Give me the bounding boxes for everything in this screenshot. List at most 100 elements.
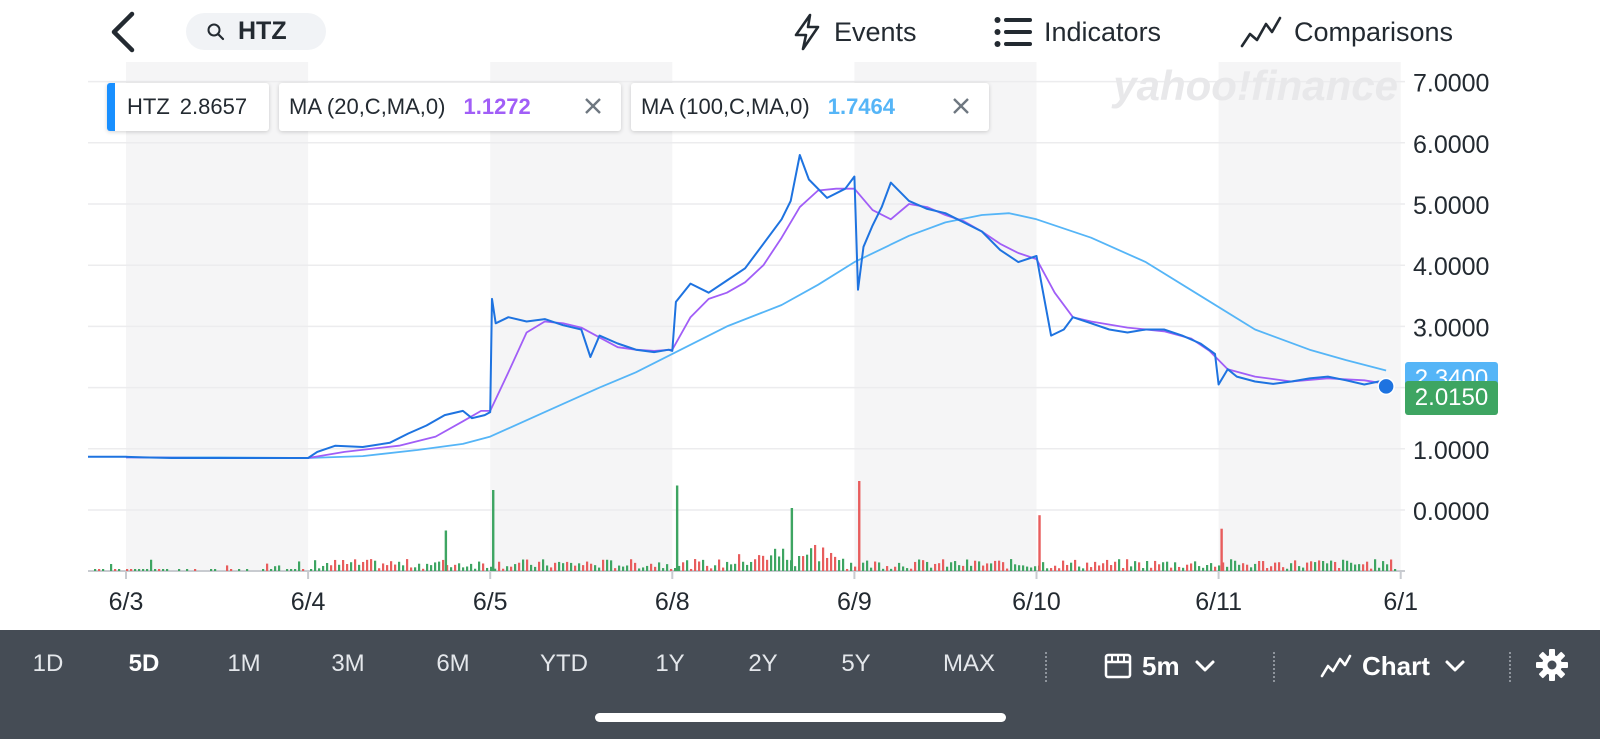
- volume-bar: [114, 569, 117, 571]
- volume-bar: [674, 568, 677, 571]
- volume-bar: [414, 567, 417, 571]
- volume-bar: [1122, 568, 1125, 571]
- volume-bar: [158, 569, 161, 571]
- last-price-dot: [1377, 377, 1395, 396]
- x-tick-label: 6/3: [109, 588, 144, 616]
- gear-icon[interactable]: [1535, 648, 1569, 682]
- volume-bar: [698, 561, 701, 571]
- volume-bar: [818, 561, 821, 571]
- y-tick-label: 6.0000: [1413, 131, 1489, 159]
- volume-bar: [1154, 560, 1157, 571]
- volume-bar: [1230, 559, 1233, 571]
- price-chart[interactable]: yahoo!finance 7.0000 6.0000 5.0000 4.0000 3.…: [0, 62, 1600, 630]
- calendar-icon: [1104, 653, 1132, 679]
- range-1m[interactable]: 1M: [227, 650, 261, 677]
- range-5d[interactable]: 5D: [128, 650, 160, 677]
- volume-bar: [1062, 560, 1065, 571]
- volume-bar: [1014, 564, 1017, 571]
- volume-bar: [118, 569, 121, 571]
- y-tick-label: 1.0000: [1413, 437, 1489, 465]
- volume-bar: [578, 563, 581, 571]
- volume-bar: [658, 562, 661, 571]
- volume-bar: [1142, 568, 1145, 571]
- volume-bar: [810, 548, 813, 571]
- back-button[interactable]: [104, 10, 144, 54]
- volume-bar: [522, 559, 525, 571]
- session-band: [490, 62, 673, 571]
- interval-selector[interactable]: 5m: [1104, 646, 1216, 686]
- range-3m[interactable]: 3M: [331, 650, 365, 677]
- volume-bar: [950, 562, 953, 571]
- volume-bar: [614, 568, 617, 571]
- volume-bar: [1310, 561, 1313, 571]
- volume-bar: [986, 563, 989, 571]
- legend-ma20[interactable]: MA (20,C,MA,0) 1.1272: [279, 83, 621, 131]
- range-5y[interactable]: 5Y: [841, 650, 871, 677]
- close-icon[interactable]: [947, 92, 975, 120]
- volume-bar: [1390, 559, 1393, 571]
- volume-bar: [1038, 515, 1041, 571]
- volume-bar: [526, 559, 529, 571]
- volume-bar: [1278, 562, 1281, 571]
- volume-bar: [378, 568, 381, 571]
- volume-bar: [492, 490, 495, 571]
- volume-bar: [610, 560, 613, 571]
- volume-bar: [1126, 559, 1129, 571]
- legend-ma100[interactable]: MA (100,C,MA,0) 1.7464: [631, 83, 989, 131]
- volume-bar: [310, 569, 313, 571]
- range-6m[interactable]: 6M: [436, 650, 470, 677]
- range-1y[interactable]: 1Y: [655, 650, 685, 677]
- volume-bar: [554, 562, 557, 571]
- legend-main[interactable]: HTZ 2.8657: [107, 83, 269, 131]
- volume-bar: [1150, 567, 1153, 571]
- chart-type-selector[interactable]: Chart: [1320, 646, 1466, 686]
- volume-bar: [598, 567, 601, 571]
- volume-bar: [675, 485, 679, 571]
- legend-ma20-value: 1.1272: [463, 94, 531, 119]
- volume-bar: [154, 569, 157, 571]
- events-button[interactable]: Events: [792, 12, 917, 52]
- volume-bar: [466, 566, 469, 571]
- range-ytd[interactable]: YTD: [540, 650, 588, 677]
- volume-bar: [1086, 562, 1089, 571]
- volume-bar: [390, 561, 393, 571]
- volume-bar: [1314, 562, 1317, 571]
- volume-bar: [670, 568, 673, 571]
- volume-bar: [162, 569, 165, 571]
- y-tick-label: 3.0000: [1413, 314, 1489, 342]
- volume-bar: [1106, 559, 1109, 571]
- volume-bar: [1282, 567, 1285, 571]
- volume-bar: [434, 562, 437, 571]
- range-max[interactable]: MAX: [942, 650, 996, 677]
- volume-bar: [1186, 564, 1189, 571]
- volume-bar: [1194, 561, 1197, 571]
- volume-bar: [842, 558, 845, 571]
- chart-series: [88, 154, 1387, 459]
- volume-bar: [362, 561, 365, 571]
- volume-bar: [850, 562, 853, 571]
- volume-bar: [478, 561, 481, 571]
- volume-bar: [210, 569, 213, 571]
- ticker-search[interactable]: HTZ: [186, 13, 326, 50]
- volume-bar: [490, 566, 493, 571]
- indicators-button[interactable]: Indicators: [994, 12, 1161, 52]
- volume-bar: [442, 559, 445, 571]
- range-2y[interactable]: 2Y: [748, 650, 778, 677]
- volume-bar: [606, 559, 609, 571]
- range-1d[interactable]: 1D: [32, 650, 64, 677]
- volume-bar: [1002, 562, 1005, 571]
- volume-bar: [266, 563, 269, 571]
- comparisons-button[interactable]: Comparisons: [1240, 12, 1453, 52]
- volume-bar: [622, 566, 625, 571]
- volume-bar: [926, 561, 929, 571]
- volume-bar: [1190, 563, 1193, 571]
- home-indicator[interactable]: [595, 713, 1006, 722]
- y-tick-label: 4.0000: [1413, 253, 1489, 281]
- volume-bar: [902, 566, 905, 571]
- legend-ma100-label: MA (100,C,MA,0): [641, 94, 810, 119]
- series-line: [126, 212, 1387, 459]
- volume-bar: [1134, 561, 1137, 571]
- x-tick-label: 6/5: [473, 588, 508, 616]
- close-icon[interactable]: [579, 92, 607, 120]
- volume-bar: [934, 563, 937, 571]
